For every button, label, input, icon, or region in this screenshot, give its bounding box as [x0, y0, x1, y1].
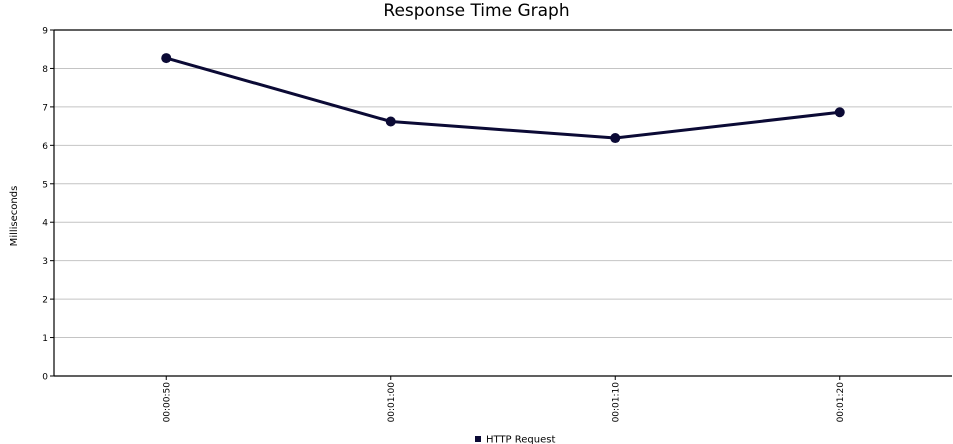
plot-frame	[53, 29, 952, 377]
series-layer	[161, 53, 845, 144]
y-tick-label: 4	[42, 219, 48, 229]
grid-lines	[54, 67, 952, 339]
y-tick-label: 0	[42, 373, 48, 383]
y-tick-label: 7	[42, 103, 48, 113]
y-axis-ticks: 0 1 2 3 4 5 6 7 8 9	[42, 27, 54, 383]
y-axis-label: Milliseconds	[9, 186, 20, 247]
legend-label: HTTP Request	[486, 435, 555, 444]
data-point	[834, 107, 845, 118]
legend-swatch	[475, 436, 481, 442]
legend: HTTP Request	[475, 435, 555, 444]
y-tick-label: 6	[42, 142, 48, 152]
data-point	[610, 133, 621, 144]
data-point	[161, 53, 172, 64]
chart-title: Response Time Graph	[383, 1, 570, 21]
y-tick-label: 5	[42, 180, 48, 190]
y-tick-label: 9	[42, 27, 48, 37]
series-line	[165, 56, 840, 140]
y-tick-label: 8	[42, 65, 48, 75]
x-axis-ticks: 00:00:50 00:01:00 00:01:10 00:01:20	[162, 376, 846, 422]
x-tick-label: 00:00:50	[162, 382, 172, 423]
x-tick-label: 00:01:00	[387, 382, 397, 423]
x-tick-label: 00:01:20	[836, 382, 846, 423]
x-tick-label: 00:01:10	[611, 382, 621, 423]
data-point	[385, 116, 396, 127]
y-tick-label: 3	[42, 257, 48, 267]
y-tick-label: 2	[42, 296, 48, 306]
y-tick-label: 1	[42, 334, 48, 344]
